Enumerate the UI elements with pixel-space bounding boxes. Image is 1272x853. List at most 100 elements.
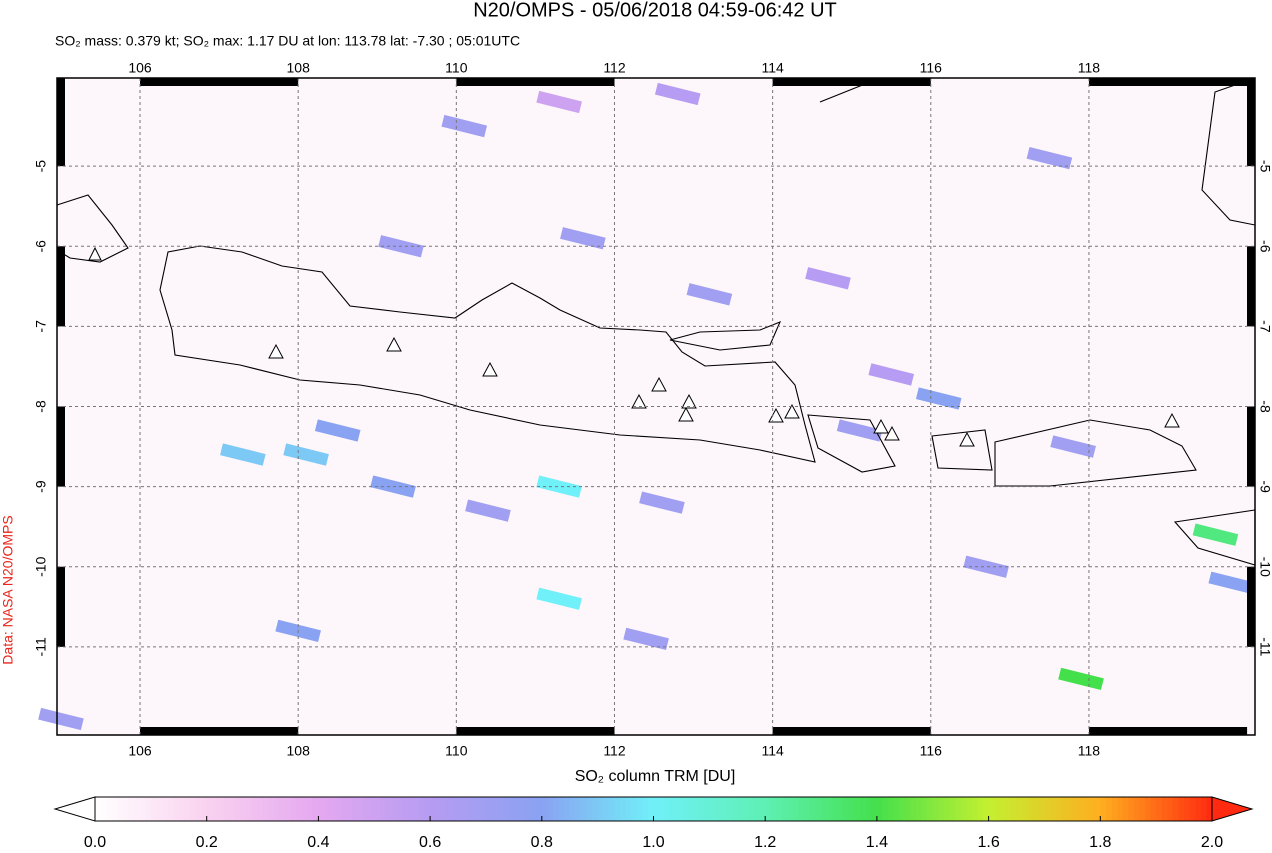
colorbar-swatch [943,797,951,821]
colorbar-swatch [547,797,554,821]
colorbar-swatch [1178,797,1185,821]
colorbar-swatch [876,797,884,821]
so2-pixel [868,363,915,386]
colorbar-swatch [580,797,588,821]
colorbar-swatch [1077,797,1085,821]
colorbar-swatch [966,797,973,821]
so2-pixel [1192,523,1239,546]
colorbar-tick-label: 0.8 [531,834,553,851]
colorbar-swatch [1150,797,1157,821]
colorbar-swatch [178,797,185,821]
colorbar-tick-label: 1.6 [977,834,999,851]
colorbar-swatch [318,797,325,821]
colorbar-swatch [1172,797,1180,821]
colorbar-swatch [653,797,660,821]
colorbar-swatch [357,797,364,821]
colorbar-swatch [1184,797,1191,821]
so2-pixel [536,90,582,114]
colorbar-swatch [1200,797,1208,821]
colorbar-swatch [860,797,867,821]
colorbar-swatch [497,797,504,821]
colorbar-swatch [201,797,208,821]
so2-pixel [654,82,701,106]
colorbar-swatch [955,797,962,821]
colorbar-swatch [670,797,677,821]
colorbar-tick-label: 0.4 [307,834,329,851]
colorbar-swatch [95,797,102,821]
colorbar-swatch [865,797,872,821]
colorbar-swatch [323,797,331,821]
colorbar-swatch [1033,797,1040,821]
so2-pixel [220,443,266,466]
x-tick-label: 106 [128,60,152,76]
y-tick-label: -10 [33,556,49,576]
colorbar-swatch [843,797,850,821]
colorbar-swatch [525,797,532,821]
colorbar-swatch [156,797,163,821]
colorbar-swatch [463,797,470,821]
colorbar-swatch [541,797,548,821]
colorbar-swatch [552,797,560,821]
map-frame [56,77,1256,736]
so2-pixel [1026,146,1073,170]
colorbar-swatch [949,797,956,821]
colorbar-swatch [1016,797,1023,821]
colorbar-swatch [971,797,979,821]
colorbar-swatch [1072,797,1079,821]
colorbar-swatch [592,797,599,821]
colorbar-swatch [128,797,135,821]
so2-pixel [1208,571,1255,594]
frame-band [1247,406,1255,487]
colorbar-swatch [636,797,643,821]
colorbar-swatch [781,797,789,821]
colorbar-swatch [687,797,694,821]
colorbar: 0.0 0.2 0.4 0.6 0.8 1.0 1.2 1.4 1.6 1.8 2.0 [53,796,1254,851]
so2-pixel [963,555,1009,578]
colorbar-swatch [720,797,727,821]
colorbar-swatch [1022,797,1029,821]
colorbar-swatch [1206,797,1213,821]
y-tick-label: -7 [1257,320,1272,333]
colorbar-swatch [1038,797,1046,821]
colorbar-swatch [162,797,169,821]
colorbar-swatch [1195,797,1202,821]
colorbar-swatch [910,797,917,821]
colorbar-swatch [904,797,912,821]
source-label: Data: NASA N20/OMPS [0,515,16,664]
colorbar-swatch [474,797,481,821]
colorbar-extend-high [1211,796,1254,822]
colorbar-swatch [1144,797,1152,821]
colorbar-swatch [1133,797,1140,821]
so2-pixel [1058,667,1104,691]
x-tick-label: 108 [287,743,311,759]
colorbar-swatch [452,797,459,821]
colorbar-swatch [854,797,861,821]
colorbar-swatch [1122,797,1129,821]
colorbar-swatch [1010,797,1018,821]
y-tick-label: -8 [33,400,49,413]
colorbar-swatch [608,797,616,821]
so2-pixel [686,283,733,306]
colorbar-swatch [586,797,593,821]
colorbar-extend-low [53,796,96,822]
colorbar-tick-label: 0.6 [419,834,441,851]
x-tick-label: 116 [920,60,943,76]
colorbar-swatch [480,797,487,821]
colorbar-swatch [469,797,476,821]
colorbar-swatch [407,797,414,821]
colorbar-swatch [391,797,398,821]
colorbar-swatch [999,797,1006,821]
y-tick-label: -11 [1257,637,1272,656]
colorbar-swatch [569,797,576,821]
y-tick-label: -8 [1257,400,1272,413]
so2-pixel [38,707,84,731]
colorbar-swatch [742,797,750,821]
colorbar-swatch [106,797,113,821]
y-tick-label: -6 [1257,240,1272,253]
colorbar-swatch [625,797,632,821]
colorbar-swatch [888,797,895,821]
colorbar-swatch [575,797,582,821]
x-tick-label: 114 [761,60,784,76]
y-tick-label: -6 [33,240,49,253]
